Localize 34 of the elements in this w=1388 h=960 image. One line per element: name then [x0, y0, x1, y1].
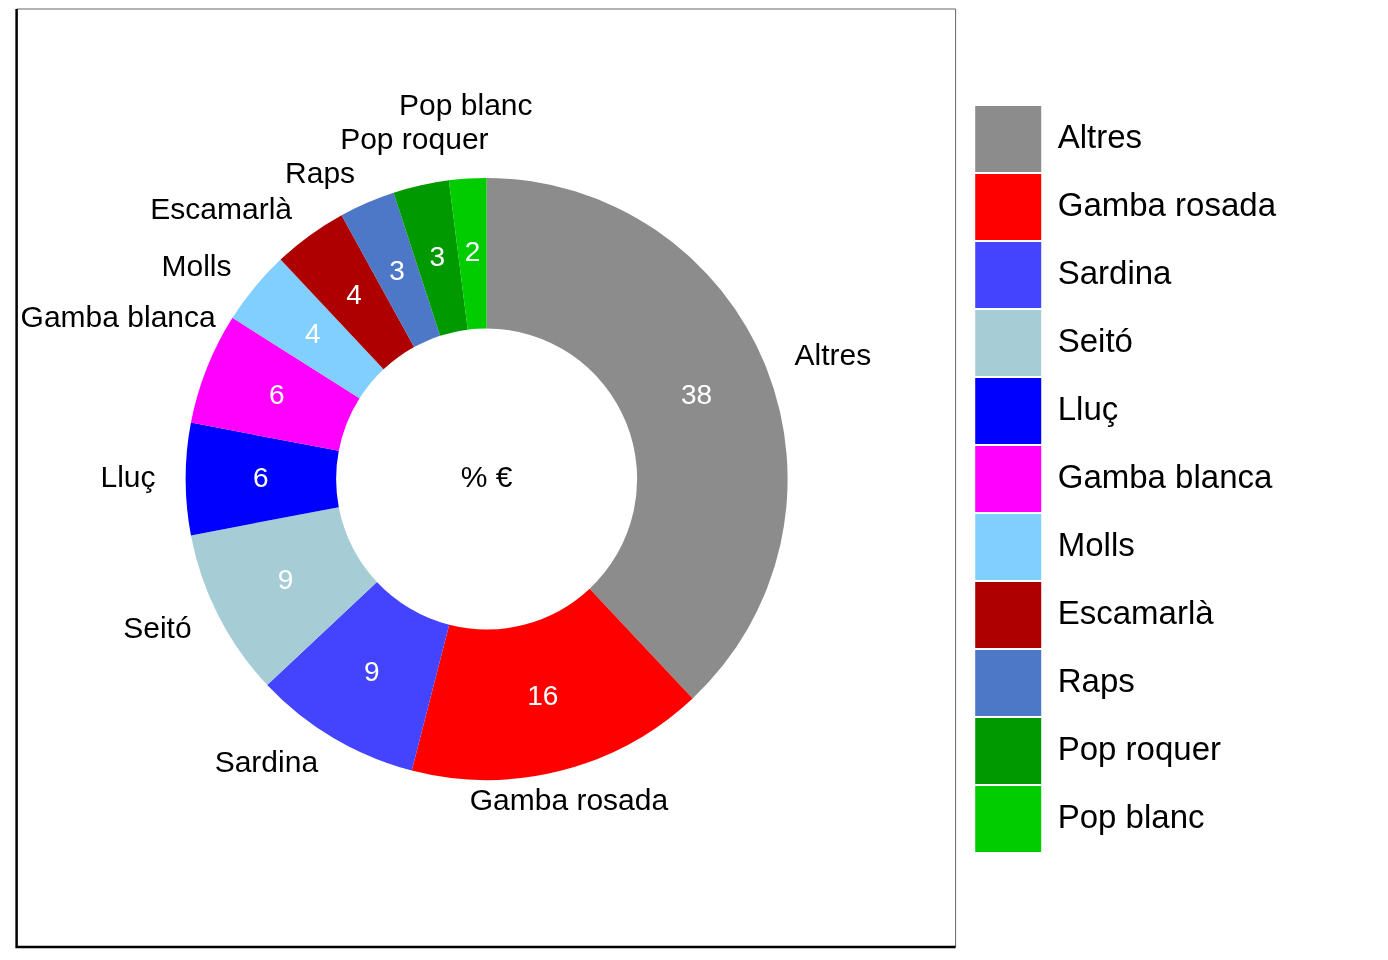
slice-label: Pop roquer [340, 122, 489, 156]
legend-label: Raps [1057, 662, 1135, 700]
slice-label: Lluç [100, 460, 156, 494]
slice-label: Molls [161, 249, 232, 283]
text: % € [460, 460, 513, 494]
legend-label: Gamba blanca [1057, 458, 1273, 496]
legend-label: Escamarlà [1057, 594, 1215, 632]
slice-label: Gamba rosada [469, 782, 669, 816]
data-label: 6 [268, 378, 285, 410]
slice-label: Pop blanc [399, 88, 533, 122]
legend-label: Seitó [1057, 322, 1133, 360]
legend-label: Sardina [1057, 254, 1173, 292]
data-label: 9 [363, 656, 380, 688]
data-label: 6 [253, 461, 269, 493]
slice-label: Escamarlà [150, 192, 293, 226]
data-label: 16 [527, 680, 559, 712]
data-label: 3 [429, 241, 446, 273]
slice-label: Seitó [123, 610, 192, 644]
legend-label: Lluç [1057, 390, 1119, 428]
slice-label: Sardina [214, 745, 319, 779]
slice-label: Raps [285, 156, 356, 190]
legend-label: Altres [1057, 118, 1143, 156]
data-label: 4 [304, 317, 321, 349]
legend-label: Gamba rosada [1057, 186, 1277, 224]
legend-label: Molls [1057, 526, 1135, 564]
legend-label: Pop blanc [1057, 798, 1205, 836]
data-label: 2 [464, 236, 481, 268]
data-label: 9 [277, 564, 294, 596]
slice-label: Altres [794, 338, 872, 372]
data-label: 38 [680, 378, 713, 410]
legend-label: Pop roquer [1057, 730, 1221, 768]
data-label: 4 [346, 279, 362, 311]
data-label: 3 [389, 254, 405, 286]
slice-label: Gamba blanca [20, 300, 217, 334]
